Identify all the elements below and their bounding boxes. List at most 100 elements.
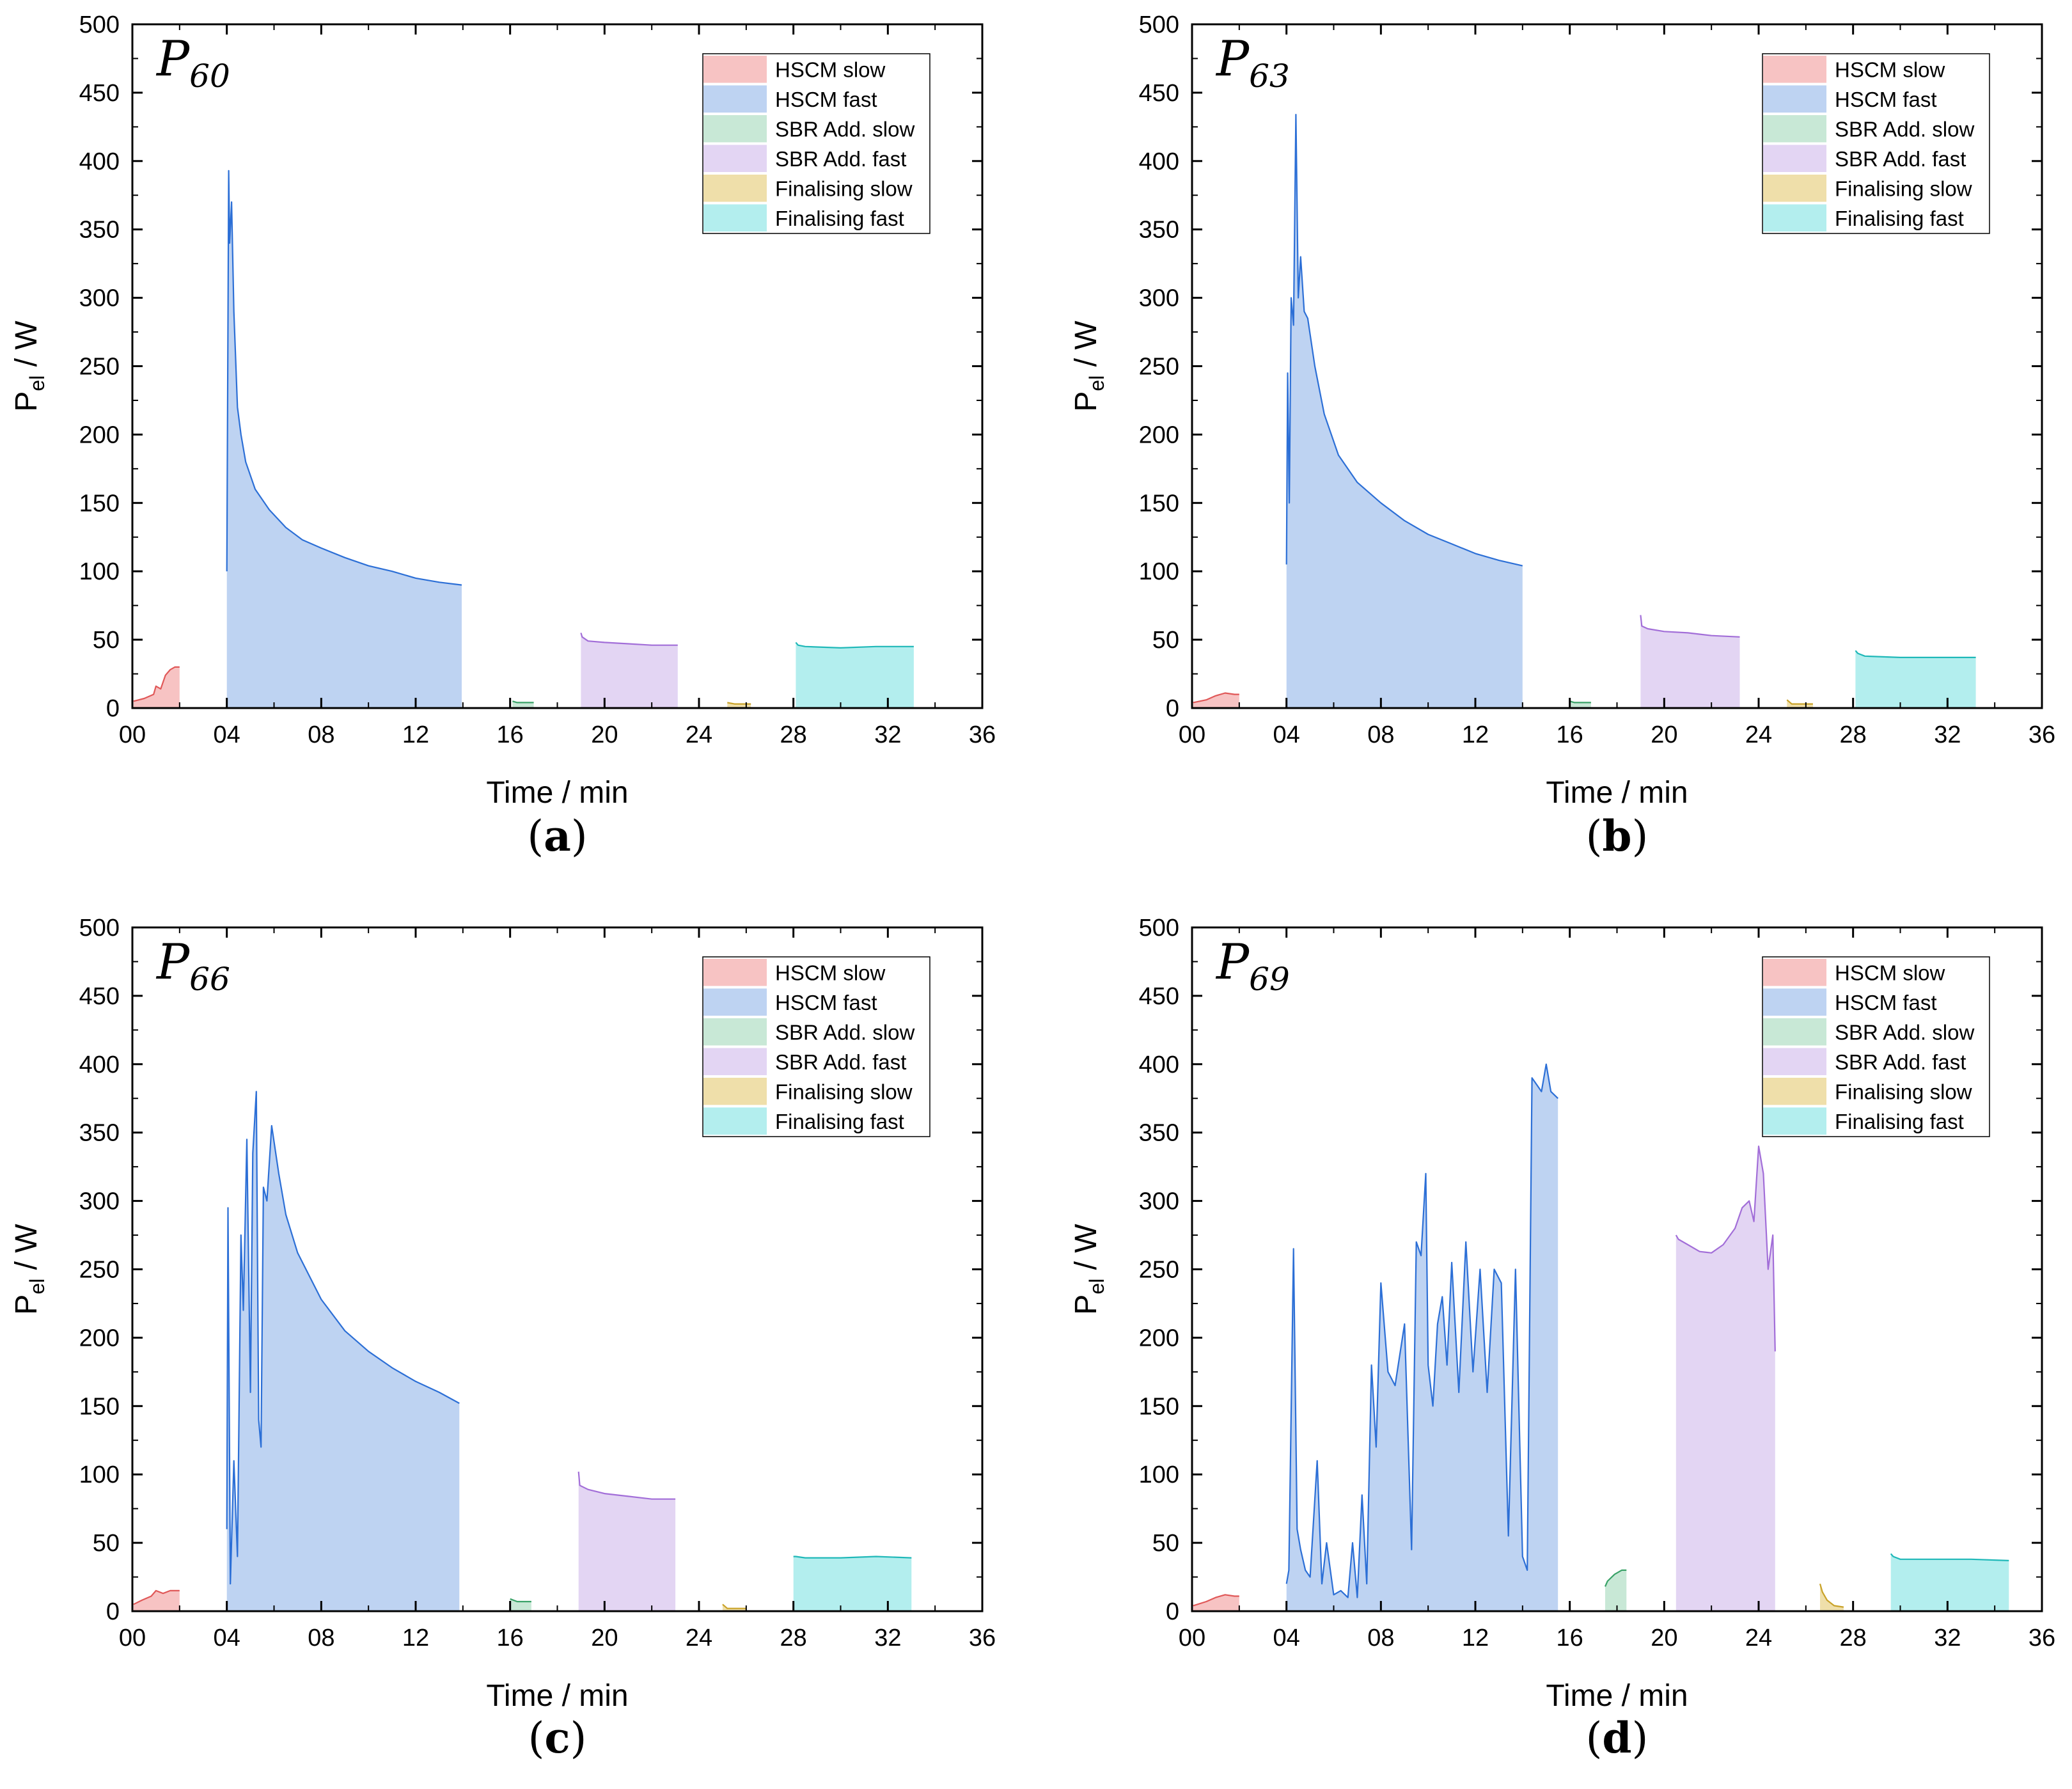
x-tick-label: 28 <box>780 721 807 748</box>
series-hscm-slow <box>1193 692 1239 708</box>
y-tick-label: 450 <box>79 80 120 107</box>
panel-title-sub: 66 <box>189 961 230 998</box>
x-tick-label: 32 <box>1934 721 1961 748</box>
series-line <box>133 1589 180 1605</box>
y-tick-label: 250 <box>1139 354 1179 381</box>
y-tick-label: 150 <box>1139 490 1179 517</box>
series-area <box>1605 1570 1627 1611</box>
x-tick-label: 16 <box>1557 1625 1583 1651</box>
series-hscm-fast <box>226 169 462 708</box>
x-tick-label: 32 <box>1934 1625 1961 1651</box>
series-area <box>581 633 678 708</box>
y-tick-label: 0 <box>1166 695 1179 722</box>
y-tick-label: 50 <box>1152 627 1179 654</box>
series-line <box>1285 1063 1558 1598</box>
legend-swatch-fin-slow <box>703 1078 767 1105</box>
y-tick-label: 400 <box>79 148 120 175</box>
legend-swatch-sbr-fast <box>703 145 767 172</box>
x-tick-label: 08 <box>308 1625 334 1651</box>
series-fin-slow <box>1786 699 1813 708</box>
series-line <box>1786 699 1813 705</box>
caption-paren-close: ) <box>571 812 588 861</box>
legend-label: HSCM fast <box>1835 991 1937 1014</box>
legend-label: SBR Add. fast <box>775 1050 906 1074</box>
legend-label: HSCM slow <box>775 58 886 81</box>
legend-swatch-fin-slow <box>1763 1078 1826 1105</box>
x-tick-label: 24 <box>1745 721 1772 748</box>
panel-title: P69 <box>1215 933 1290 998</box>
y-tick-label: 200 <box>1139 422 1179 448</box>
series-area <box>1640 615 1740 708</box>
series-fin-slow <box>1819 1583 1844 1611</box>
y-axis-title: Pel / W <box>1069 1224 1108 1315</box>
series-line <box>793 1556 912 1559</box>
caption-paren-open: ( <box>1586 1714 1603 1763</box>
y-axis-title: Pel / W <box>10 320 49 412</box>
series-line <box>1640 615 1740 638</box>
legend-label: SBR Add. slow <box>1835 117 1974 141</box>
legend-swatch-sbr-slow <box>1763 1018 1826 1046</box>
series-area <box>1855 650 1976 708</box>
y-tick-label: 50 <box>93 627 120 654</box>
legend-swatch-fin-slow <box>1763 175 1826 202</box>
y-axis-title-sub: el <box>1085 375 1108 391</box>
series-area <box>793 1556 912 1611</box>
x-tick-label: 24 <box>686 721 712 748</box>
legend-label: HSCM fast <box>1835 88 1937 111</box>
y-axis-title-sub: el <box>26 375 49 391</box>
panel-d: 00 04 08 12 16 20 24 28 32 36 0 50 100 150 200 250 300 35… <box>1069 915 2055 1763</box>
x-tick-label: 16 <box>497 1625 524 1651</box>
legend-label: SBR Add. fast <box>1835 1050 1966 1074</box>
x-tick-label: 12 <box>402 721 429 748</box>
panel-title: P63 <box>1215 30 1290 95</box>
series-line <box>1855 650 1976 658</box>
legend-swatch-hscm-fast <box>703 988 767 1016</box>
series-line <box>1890 1553 2009 1561</box>
series-line <box>1675 1146 1776 1352</box>
y-axis-title-tail: / W <box>10 320 43 375</box>
legend-label: Finalising slow <box>1835 177 1972 200</box>
series-line <box>510 1598 531 1603</box>
y-tick-label: 0 <box>106 695 120 722</box>
legend-label: Finalising slow <box>775 177 913 200</box>
y-tick-label: 300 <box>1139 1188 1179 1215</box>
y-tick-label: 400 <box>79 1052 120 1078</box>
x-tick-label: 04 <box>1273 1625 1300 1651</box>
legend-label: Finalising fast <box>775 1110 904 1133</box>
x-tick-label: 08 <box>1367 721 1394 748</box>
y-axis-title-sub: el <box>26 1279 49 1295</box>
series-sbr-fast <box>1640 615 1740 708</box>
y-tick-label: 500 <box>1139 12 1179 38</box>
x-axis-title: Time / min <box>1546 776 1688 810</box>
series-line <box>577 1471 676 1500</box>
legend-swatch-hscm-fast <box>1763 988 1826 1016</box>
legend-label: Finalising fast <box>1835 207 1964 230</box>
series-area <box>578 1471 676 1611</box>
y-tick-label: 150 <box>79 1393 120 1420</box>
legend-label: SBR Add. slow <box>775 1020 914 1044</box>
panel-title-main: P <box>1215 30 1250 87</box>
series-line <box>133 666 180 702</box>
y-tick-label: 300 <box>79 1188 120 1215</box>
y-tick-label: 500 <box>79 12 120 38</box>
series-fin-fast <box>795 642 914 708</box>
y-tick-label: 400 <box>1139 1052 1179 1078</box>
caption-letter: d <box>1602 1713 1631 1763</box>
x-tick-label: 20 <box>591 1625 618 1651</box>
y-axis-title-main: P <box>1069 1295 1103 1315</box>
legend-swatch-hscm-fast <box>1763 85 1826 113</box>
y-tick-label: 350 <box>79 217 120 244</box>
legend-swatch-hscm-fast <box>703 85 767 113</box>
x-tick-label: 16 <box>1557 721 1583 748</box>
series-area <box>1676 1146 1775 1611</box>
y-tick-label: 450 <box>79 983 120 1010</box>
legend-frame <box>702 956 930 1137</box>
series-sbr-slow <box>512 700 534 708</box>
x-tick-label: 16 <box>497 721 524 748</box>
caption-paren-close: ) <box>570 1714 587 1763</box>
series-area <box>1890 1554 2009 1611</box>
legend-swatch-sbr-fast <box>1763 145 1826 172</box>
x-tick-label: 04 <box>1273 721 1300 748</box>
legend-label: HSCM fast <box>775 991 877 1014</box>
legend-swatch-sbr-slow <box>1763 115 1826 143</box>
